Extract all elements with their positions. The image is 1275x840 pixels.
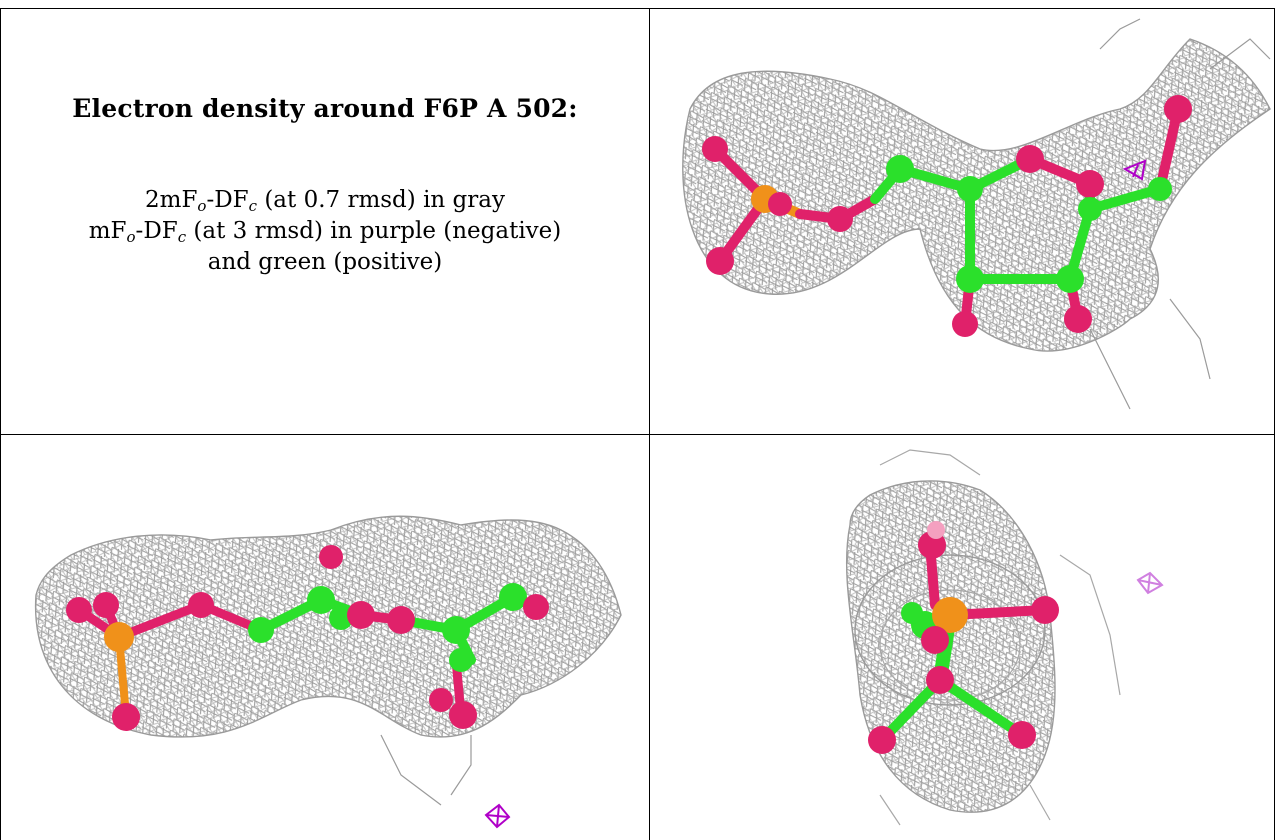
density-view-top-right — [650, 9, 1274, 434]
density-view-bottom-left — [1, 435, 649, 840]
gray-mesh — [34, 515, 622, 806]
density-render-1 — [682, 18, 1271, 410]
table-left-border — [0, 8, 1, 840]
molecule-atoms — [702, 95, 1192, 337]
molecule-atoms — [66, 545, 549, 731]
table-middle-divider — [649, 8, 650, 840]
density-view-bottom-right — [650, 435, 1274, 840]
negative-density-blob — [1136, 571, 1164, 595]
legend-line-2mfo: 2mFo-DFc (at 0.7 rmsd) in gray — [145, 187, 505, 215]
caption-cell: Electron density around F6P A 502: 2mFo-… — [24, 60, 626, 278]
density-render-2 — [34, 515, 622, 829]
legend-line-positive: and green (positive) — [207, 249, 443, 275]
gray-mesh — [682, 18, 1271, 410]
table-top-border — [0, 8, 1275, 9]
figure-description: 2mFo-DFc (at 0.7 rmsd) in gray mFo-DFc (… — [24, 185, 626, 278]
molecule-atoms — [868, 521, 1059, 754]
gray-mesh — [845, 449, 1121, 826]
figure-title: Electron density around F6P A 502: — [72, 94, 578, 123]
negative-density-blob — [1122, 159, 1147, 181]
negative-density-blob — [484, 803, 511, 829]
density-render-3 — [845, 449, 1164, 826]
table-row-divider — [0, 434, 1275, 435]
legend-line-mfo: mFo-DFc (at 3 rmsd) in purple (negative) — [88, 218, 562, 246]
